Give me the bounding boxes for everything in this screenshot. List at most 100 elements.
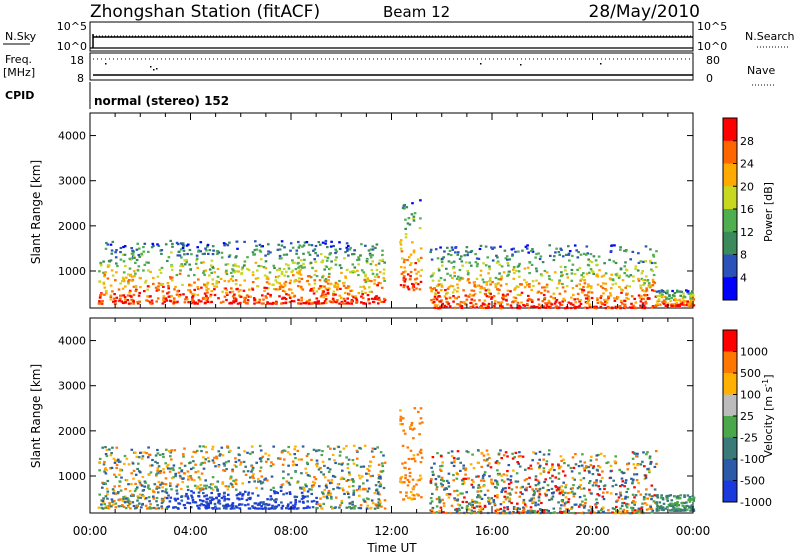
power-scatter-cell xyxy=(687,292,691,295)
power-scatter-cell xyxy=(321,261,324,264)
power-scatter-cell xyxy=(532,284,535,288)
power-scatter-cell xyxy=(414,282,418,285)
power-scatter-cell xyxy=(297,302,300,305)
vel-scatter-cell xyxy=(305,485,308,488)
vel-scatter-cell xyxy=(437,496,441,499)
vel-scatter-cell xyxy=(551,474,554,477)
vel-scatter-cell xyxy=(114,492,118,495)
vel-scatter-cell xyxy=(571,490,574,493)
vel-scatter-cell xyxy=(201,499,205,502)
vel-scatter-cell xyxy=(602,498,606,501)
vel-scatter-cell xyxy=(662,509,665,512)
power-scatter-cell xyxy=(146,288,149,291)
power-scatter-cell xyxy=(568,250,572,253)
vel-scatter-cell xyxy=(236,497,239,500)
vel-scatter-cell xyxy=(127,483,130,486)
power-scatter-cell xyxy=(613,297,616,300)
vel-scatter-cell xyxy=(656,496,659,499)
vel-scatter-cell xyxy=(399,415,403,418)
power-scatter-cell xyxy=(336,288,339,291)
power-scatter-cell xyxy=(286,275,290,278)
power-scatter-cell xyxy=(547,275,551,278)
vel-scatter-cell xyxy=(347,471,351,474)
power-scatter-cell xyxy=(364,302,368,305)
vel-scatter-cell xyxy=(104,495,108,498)
power-scatter-cell xyxy=(285,253,289,256)
vel-scatter-cell xyxy=(246,451,249,454)
power-scatter-cell xyxy=(122,301,125,304)
power-scatter-cell xyxy=(349,271,352,274)
vel-scatter-cell xyxy=(582,477,586,480)
vel-scatter-cell xyxy=(582,467,586,470)
power-scatter-cell xyxy=(399,239,403,242)
power-scatter-cell xyxy=(475,257,479,260)
power-scatter-cell xyxy=(686,290,690,293)
vel-scatter-cell xyxy=(611,511,614,514)
vel-scatter-cell xyxy=(633,473,636,476)
power-scatter-cell xyxy=(301,245,304,248)
power-scatter-cell xyxy=(488,295,491,298)
power-scatter-cell xyxy=(267,287,270,290)
power-scatter-cell xyxy=(378,298,381,301)
power-scatter-cell xyxy=(609,250,613,253)
vel-scatter-cell xyxy=(114,459,117,462)
vel-scatter-cell xyxy=(247,491,251,494)
vel-scatter-cell xyxy=(597,464,600,468)
vel-scatter-cell xyxy=(665,495,668,498)
power-scatter-cell xyxy=(484,264,488,267)
vel-scatter-cell xyxy=(156,467,159,470)
vel-scatter-cell xyxy=(430,478,433,481)
vel-scatter-cell xyxy=(260,482,263,485)
velocity-colorbar-band xyxy=(723,437,737,460)
power-scatter-cell xyxy=(638,296,642,299)
power-scatter-cell xyxy=(109,259,113,262)
vel-scatter-cell xyxy=(251,492,254,495)
power-scatter-cell xyxy=(649,261,652,264)
vel-scatter-cell xyxy=(206,456,210,459)
vel-scatter-cell xyxy=(548,498,551,502)
power-scatter-cell xyxy=(603,303,607,306)
vel-scatter-cell xyxy=(479,510,483,513)
vel-scatter-cell xyxy=(401,422,404,426)
vel-scatter-cell xyxy=(412,485,416,488)
vel-scatter-cell xyxy=(606,461,610,464)
power-scatter-cell xyxy=(610,306,614,309)
power-scatter-cell xyxy=(656,300,659,303)
vel-scatter-cell xyxy=(572,492,576,495)
power-scatter-cell xyxy=(400,257,404,260)
power-scatter-cell xyxy=(206,296,209,300)
vel-scatter-cell xyxy=(207,506,211,509)
vel-scatter-cell xyxy=(690,498,694,501)
power-scatter-cell xyxy=(441,264,444,267)
power-scatter-cell xyxy=(548,277,551,281)
power-scatter-cell xyxy=(623,265,626,268)
vel-scatter-cell xyxy=(359,504,363,507)
power-scatter-cell xyxy=(472,289,476,292)
vel-scatter-cell xyxy=(340,499,344,502)
vel-scatter-cell xyxy=(120,469,124,472)
power-scatter-cell xyxy=(205,294,208,297)
vel-scatter-cell xyxy=(631,457,635,460)
power-scatter-cell xyxy=(265,277,269,280)
power-scatter-cell xyxy=(369,256,373,259)
power-scatter-cell xyxy=(322,290,326,293)
vel-scatter-cell xyxy=(331,507,334,510)
power-scatter-cell xyxy=(580,278,584,281)
power-scatter-cell xyxy=(450,246,454,249)
power-scatter-cell xyxy=(225,292,228,295)
power-scatter-cell xyxy=(342,284,346,287)
vel-scatter-cell xyxy=(637,512,641,515)
vel-scatter-cell xyxy=(465,507,469,510)
power-scatter-cell xyxy=(465,250,468,253)
vel-scatter-cell xyxy=(545,509,549,512)
power-scatter-cell xyxy=(204,298,208,301)
power-scatter-cell xyxy=(518,283,522,286)
vel-scatter-cell xyxy=(324,484,328,487)
power-scatter-cell xyxy=(654,295,658,298)
power-scatter-cell xyxy=(345,246,349,249)
power-scatter-cell xyxy=(121,287,125,290)
vel-scatter-cell xyxy=(180,499,184,502)
power-scatter-cell xyxy=(258,298,262,301)
power-scatter-cell xyxy=(415,277,419,280)
power-scatter-cell xyxy=(382,268,386,271)
